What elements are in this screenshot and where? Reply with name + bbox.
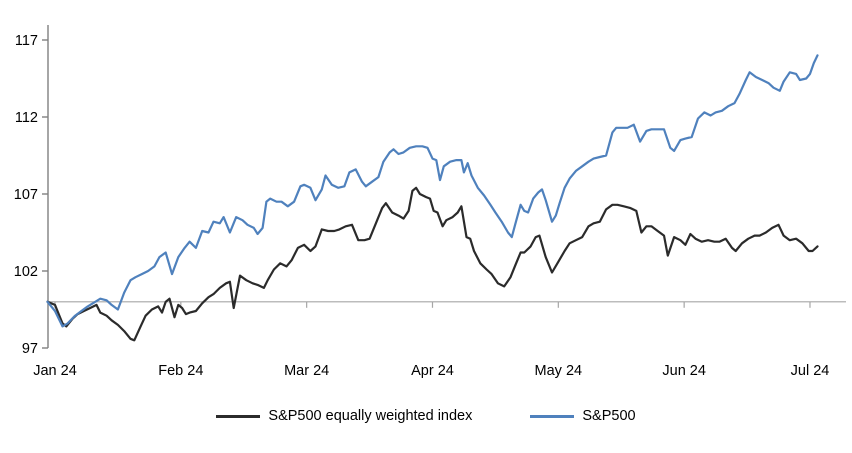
y-tick-label: 102 xyxy=(14,264,38,280)
equal-weight-line-swatch xyxy=(216,414,261,418)
legend-label-sp500: S&P500 xyxy=(582,408,636,424)
x-tick-label: Mar 24 xyxy=(284,363,329,379)
x-tick-label: Feb 24 xyxy=(158,363,203,379)
series-line-sp500 xyxy=(46,54,819,328)
y-tick-label: 97 xyxy=(22,341,38,357)
legend-item-sp500: S&P500 xyxy=(530,408,636,424)
x-tick-label: Apr 24 xyxy=(411,363,454,379)
x-axis: Jan 24 Feb 24 Mar 24 Apr 24 May 24 Jun 24 Jul … xyxy=(33,363,829,379)
x-tick-label: Jun 24 xyxy=(662,363,706,379)
x-tick-label: May 24 xyxy=(535,363,583,379)
legend-item-equal-weight: S&P500 equally weighted index xyxy=(216,408,472,424)
sp500-line-swatch xyxy=(530,414,575,418)
x-tick-label: Jul 24 xyxy=(791,363,830,379)
y-tick-label: 107 xyxy=(14,187,38,203)
chart-legend: S&P500 equally weighted index S&P500 xyxy=(0,408,852,424)
data-series xyxy=(46,54,819,342)
y-tick-label: 117 xyxy=(15,33,38,49)
x-tick-label: Jan 24 xyxy=(33,363,77,379)
series-line-equal-weight xyxy=(46,186,819,342)
legend-label-equal-weight: S&P500 equally weighted index xyxy=(268,408,473,424)
y-axis: 97 102 107 112 117 xyxy=(14,25,49,357)
y-tick-label: 112 xyxy=(15,110,38,126)
baseline-100-line xyxy=(48,301,846,308)
